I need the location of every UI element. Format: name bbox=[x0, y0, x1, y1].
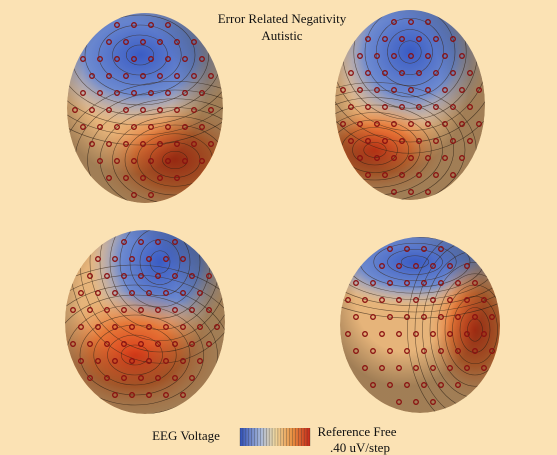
figure: Error Related Negativity Autistic EEG Vo… bbox=[0, 0, 557, 455]
legend-scale: .40 uV/step bbox=[330, 440, 390, 455]
legend-label: EEG Voltage bbox=[152, 428, 220, 443]
head-maps bbox=[11, 0, 542, 445]
shading bbox=[335, 10, 485, 200]
head-map bbox=[11, 161, 259, 445]
head-map bbox=[291, 206, 542, 432]
figure-subtitle: Autistic bbox=[261, 28, 302, 43]
shading bbox=[65, 230, 225, 414]
figure-title: Error Related Negativity bbox=[218, 11, 347, 26]
head-map bbox=[16, 0, 287, 239]
shading bbox=[340, 237, 500, 413]
legend-reference: Reference Free bbox=[317, 424, 396, 439]
head-map bbox=[274, 0, 512, 218]
